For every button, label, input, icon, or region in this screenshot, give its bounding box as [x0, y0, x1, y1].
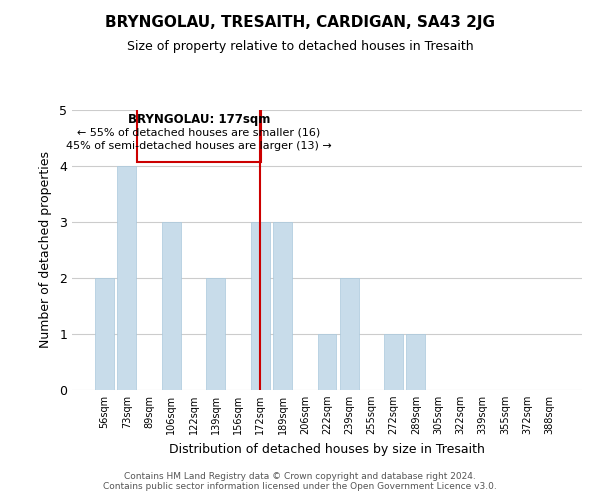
Bar: [251, 222, 270, 390]
Y-axis label: Number of detached properties: Number of detached properties: [39, 152, 52, 348]
Bar: [118, 166, 136, 390]
FancyBboxPatch shape: [137, 100, 261, 162]
Bar: [206, 278, 225, 390]
Bar: [162, 222, 181, 390]
Text: BRYNGOLAU: 177sqm: BRYNGOLAU: 177sqm: [128, 113, 270, 126]
Bar: [340, 278, 359, 390]
Bar: [95, 278, 114, 390]
Bar: [317, 334, 337, 390]
Text: BRYNGOLAU, TRESAITH, CARDIGAN, SA43 2JG: BRYNGOLAU, TRESAITH, CARDIGAN, SA43 2JG: [105, 15, 495, 30]
Text: Contains HM Land Registry data © Crown copyright and database right 2024.: Contains HM Land Registry data © Crown c…: [124, 472, 476, 481]
Text: Size of property relative to detached houses in Tresaith: Size of property relative to detached ho…: [127, 40, 473, 53]
Bar: [273, 222, 292, 390]
Text: 45% of semi-detached houses are larger (13) →: 45% of semi-detached houses are larger (…: [66, 141, 332, 151]
Bar: [406, 334, 425, 390]
Text: ← 55% of detached houses are smaller (16): ← 55% of detached houses are smaller (16…: [77, 128, 320, 138]
Bar: [384, 334, 403, 390]
Text: Contains public sector information licensed under the Open Government Licence v3: Contains public sector information licen…: [103, 482, 497, 491]
X-axis label: Distribution of detached houses by size in Tresaith: Distribution of detached houses by size …: [169, 442, 485, 456]
